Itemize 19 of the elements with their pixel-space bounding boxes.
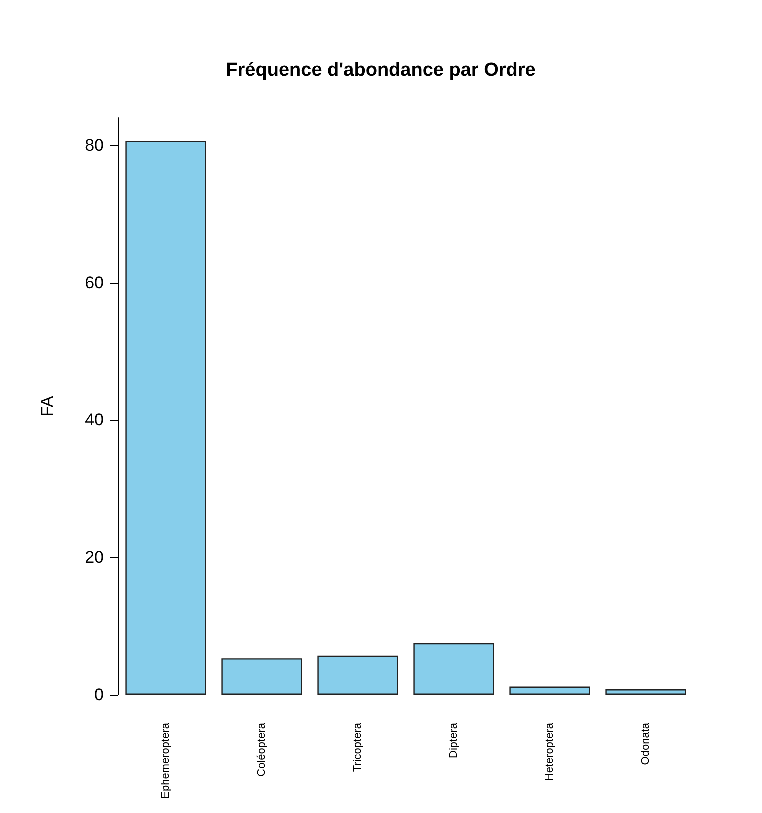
x-tick-label: Odonata [640,722,652,766]
x-tick-label: Heteroptera [544,722,556,782]
y-axis-title: FA [38,395,57,417]
x-tick-label: Diptera [448,722,460,758]
bar [414,643,494,695]
y-tick-label: 80 [85,136,104,155]
x-tick-label: Ephemeroptera [160,722,172,799]
x-tick-label: Tricoptera [352,722,364,772]
chart-title: Fréquence d'abondance par Ordre [226,60,536,81]
x-tick-label: Coléoptera [256,722,268,777]
y-tick-label: 0 [94,686,104,704]
bar [510,686,590,695]
y-tick-label: 40 [85,410,104,430]
bar [318,656,398,695]
y-tick-label: 20 [85,548,104,568]
bar [126,141,206,695]
y-tick-label: 60 [85,273,104,292]
bar [222,658,302,695]
bar [606,690,686,695]
